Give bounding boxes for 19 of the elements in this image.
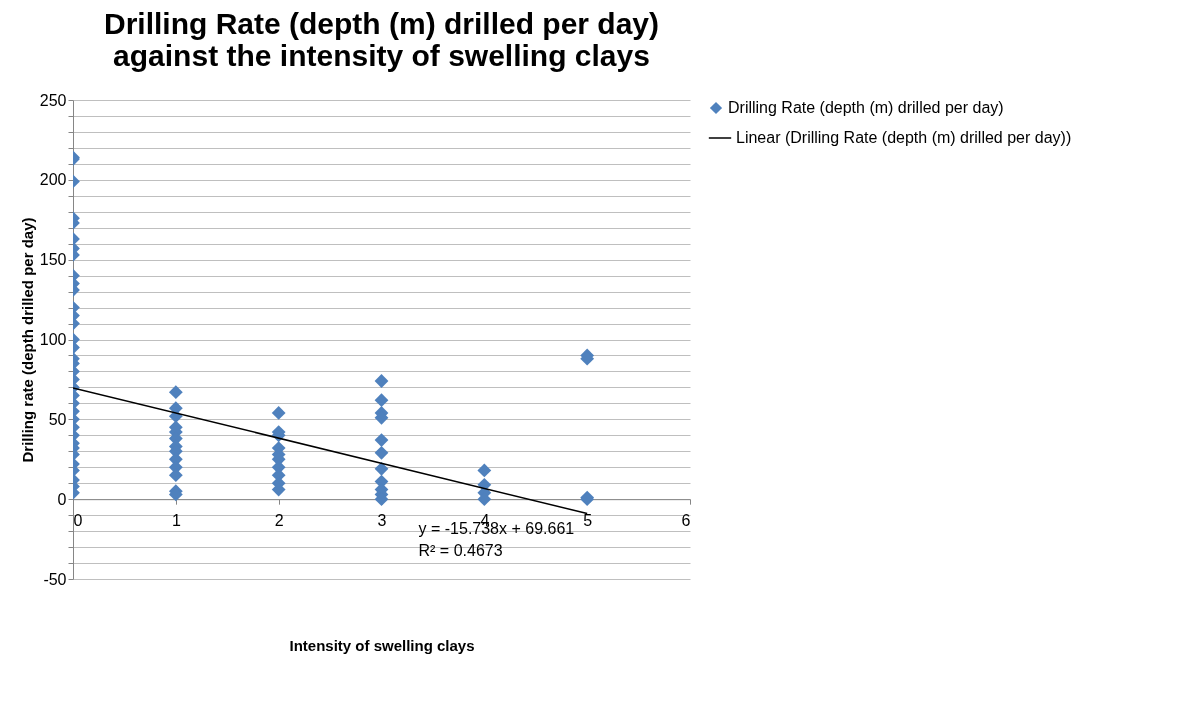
- x-tick-label: 1: [171, 511, 181, 529]
- legend-label: Linear (Drilling Rate (depth (m) drilled per day)): [736, 129, 1072, 146]
- x-axis-title: Intensity of swelling clays: [289, 636, 475, 654]
- y-tick-label: 0: [57, 490, 67, 508]
- y-tick-label: 50: [48, 410, 67, 428]
- x-tick-label: 6: [681, 511, 691, 529]
- chart-title: Drilling Rate (depth (m) drilled per day) against the intensity of swelling clays: [103, 7, 660, 72]
- y-tick-label: 250: [39, 91, 67, 109]
- annotation: R² = 0.4673: [418, 541, 503, 559]
- y-tick-label: 100: [39, 331, 67, 348]
- y-axis-title: Drilling rate (depth drilled per day): [18, 217, 36, 463]
- legend-label: Drilling Rate (depth (m) drilled per day): [728, 99, 1004, 116]
- x-tick-label: 5: [583, 511, 593, 529]
- y-tick-label: -50: [43, 570, 67, 588]
- y-tick-label: 200: [39, 171, 67, 189]
- x-tick-label: 3: [377, 511, 387, 529]
- x-tick-label: 2: [274, 511, 284, 529]
- y-tick-label: 150: [39, 251, 67, 269]
- x-tick-label: 0: [73, 511, 83, 529]
